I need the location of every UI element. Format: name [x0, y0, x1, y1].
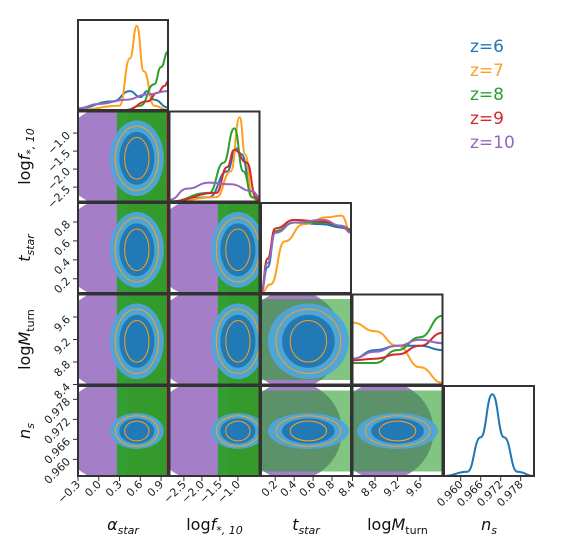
x-tick-label: 8.8: [359, 478, 381, 500]
y-axis-label: logMturn: [15, 309, 37, 370]
y-tick-label: 9.2: [52, 335, 74, 357]
x-tick-label: −0.3: [55, 478, 83, 506]
x-axis-label: logf*, 10: [186, 515, 243, 537]
contour-region: [289, 420, 328, 442]
contour-region: [275, 415, 342, 447]
legend: z=6 z=7 z=8 z=9 z=10: [470, 37, 515, 153]
marginal-curves-layer: [77, 24, 535, 477]
panel-frame: [168, 293, 261, 386]
marginal-curve-z8: [78, 50, 169, 111]
x-tick-label: 0.2: [259, 478, 281, 500]
contour-region: [225, 420, 251, 442]
marginal-curve-z9: [352, 331, 443, 362]
panel-frame: [77, 202, 169, 294]
axis-labels-layer: αstar logf*, 10 tstar logMturn ns logf*, 10 ts…: [15, 128, 497, 537]
panel-frame: [168, 110, 261, 203]
marginal-curve-z7: [260, 214, 352, 294]
contour-region: [124, 228, 150, 272]
y-tick-label: 0.2: [52, 275, 74, 297]
x-axis-label: logMturn: [367, 515, 428, 537]
marginal-curve-z9: [169, 148, 260, 203]
marginal-curve-z10: [77, 90, 169, 110]
contour-region: [289, 320, 328, 363]
contour-region: [220, 223, 256, 277]
legend-entry: z=10: [470, 133, 515, 153]
contour-region: [114, 217, 159, 283]
x-tick-label: 0.4: [278, 478, 300, 500]
contour-region: [225, 228, 251, 272]
y-axis-label: logf*, 10: [15, 128, 37, 185]
marginal-curve-z10: [169, 181, 260, 201]
x-tick-label: 9.2: [381, 478, 403, 500]
contour-region: [220, 314, 256, 368]
contour-region: [364, 415, 431, 447]
x-tick-label: 8.4: [336, 478, 358, 500]
legend-entry: z=6: [470, 37, 504, 57]
panel-frames-layer: [77, 19, 535, 477]
x-axis-label: αstar: [107, 515, 140, 537]
contour-region: [119, 223, 155, 277]
contour-region: [114, 125, 159, 191]
contour-region: [282, 314, 335, 368]
y-tick-label: 0.6: [52, 237, 74, 259]
marginal-curve-z7: [77, 24, 169, 111]
contour-region: [124, 137, 150, 180]
marginal-curve-z6: [443, 393, 535, 477]
contour-region: [275, 308, 342, 374]
contour-region: [378, 420, 417, 442]
panel-frame: [168, 385, 261, 477]
panel-frame: [77, 19, 169, 111]
marginal-curve-z8: [352, 314, 443, 365]
panel-frame: [77, 385, 169, 477]
contour-region: [225, 320, 251, 363]
contour-region: [124, 420, 150, 442]
x-tick-label: 0.3: [103, 478, 125, 500]
marginal-curve-z10: [260, 218, 352, 294]
y-axis-label: tstar: [15, 233, 37, 262]
contour-region: [114, 308, 159, 374]
panel-frame: [77, 110, 169, 203]
panel-frame: [351, 293, 444, 386]
x-tick-label: 9.6: [404, 478, 426, 500]
x-axis-label: ns: [481, 515, 497, 537]
x-tick-label: 0.6: [124, 478, 146, 500]
contour-region: [124, 320, 150, 363]
contour-region: [119, 131, 155, 185]
x-tick-label: 0.8: [316, 478, 338, 500]
x-tick-label: 0.0: [82, 478, 104, 500]
y-tick-label: 0.8: [52, 218, 74, 240]
legend-entry: z=7: [470, 61, 504, 81]
contour-region: [114, 415, 159, 447]
legend-entry: z=9: [470, 109, 504, 129]
y-tick-label: 9.6: [52, 313, 74, 335]
panel-frame: [260, 385, 352, 477]
panel-frame: [260, 202, 352, 294]
marginal-curve-z10: [352, 338, 443, 360]
marginal-curve-z6: [352, 344, 443, 360]
y-axis-label: ns: [15, 423, 37, 439]
contour-region: [119, 314, 155, 368]
panel-frame: [443, 385, 535, 477]
x-tick-label: 0.6: [297, 478, 319, 500]
panel-frame: [168, 202, 261, 294]
panel-frame: [260, 293, 352, 386]
y-tick-label: 0.4: [52, 256, 74, 278]
x-axis-label: tstar: [292, 515, 321, 537]
contour-fills-layer: [78, 111, 443, 476]
y-tick-label: 8.8: [52, 358, 74, 380]
legend-entry: z=8: [470, 85, 504, 105]
